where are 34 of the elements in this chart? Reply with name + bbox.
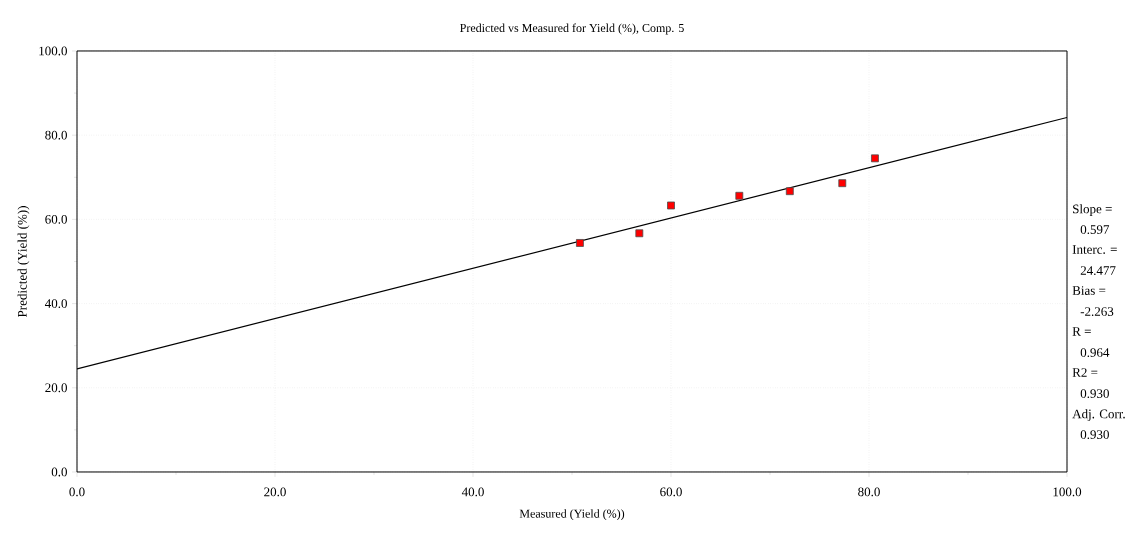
y-tick-label: 40.0 — [44, 299, 67, 308]
point — [635, 229, 644, 238]
text: 0.930 — [1080, 389, 1109, 399]
point — [576, 239, 584, 247]
y-axis-title: Predicted (Yield (%)) — [17, 206, 30, 318]
point — [667, 201, 675, 210]
text: R2 = — [1072, 368, 1098, 377]
chart-title: Predicted vs Measured for Yield (%), Comp. 5 — [460, 23, 684, 35]
y-tick-label: 80.0 — [45, 130, 67, 140]
point — [735, 191, 744, 200]
y-tick-label: 60.0 — [45, 214, 67, 224]
text: R = — [1072, 327, 1091, 336]
text: 0.964 — [1080, 348, 1110, 358]
text: Bias = — [1072, 286, 1106, 295]
x-tick-label: 80.0 — [858, 487, 880, 497]
x-tick-label: 0.0 — [69, 487, 85, 497]
x-axis-title: Measured (Yield (%)) — [519, 509, 625, 521]
point — [785, 187, 794, 196]
x-tick-label: 20.0 — [264, 487, 286, 497]
text: Interc. = — [1072, 245, 1117, 254]
text: 0.597 — [1080, 225, 1110, 235]
y-tick-label: 100.0 — [39, 46, 67, 56]
x-tick-label: 40.0 — [461, 487, 484, 497]
text: 24.477 — [1080, 266, 1116, 275]
text: Slope = — [1073, 204, 1112, 216]
point — [871, 154, 879, 163]
x-tick-label: 100.0 — [1053, 487, 1082, 497]
text: 0.930 — [1080, 430, 1109, 440]
point — [838, 179, 847, 188]
text: Adj. Corr. — [1072, 409, 1125, 421]
y-tick-label: 20.0 — [45, 383, 67, 393]
x-tick-label: 60.0 — [660, 487, 682, 497]
y-tick-label: 0.0 — [51, 467, 67, 477]
text: -2.263 — [1080, 307, 1114, 316]
